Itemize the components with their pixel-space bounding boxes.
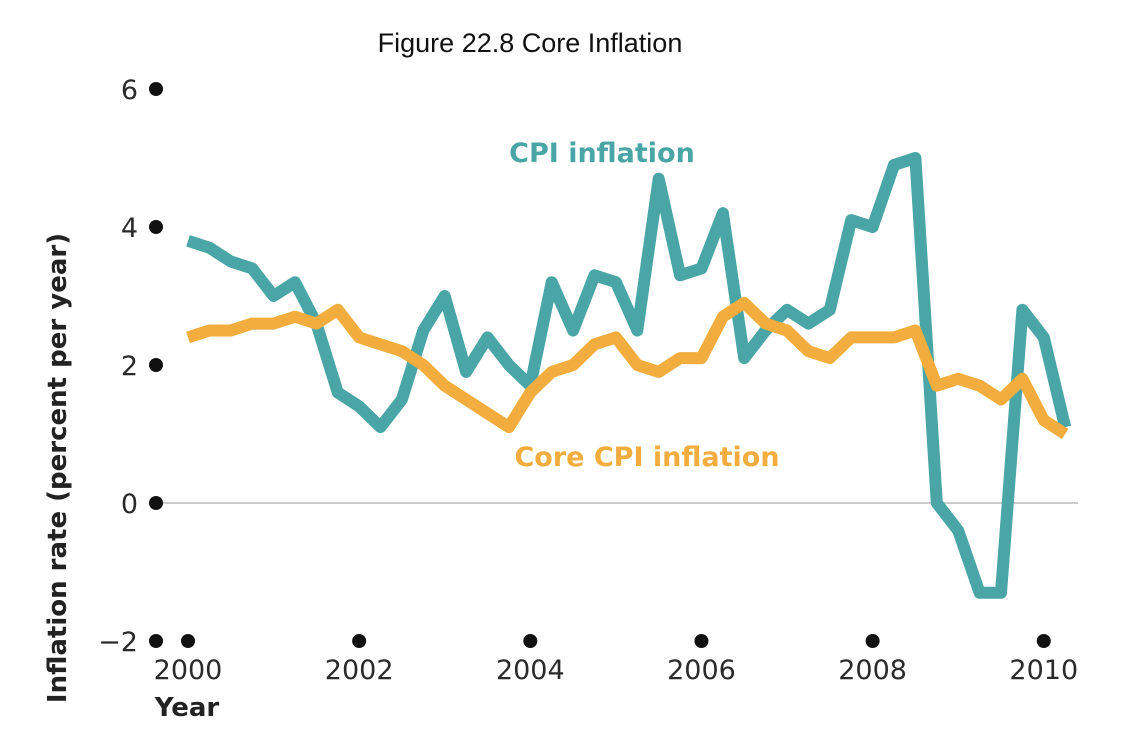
axis-ticks: −2 0 2 4 6 2000 2002 2004 2006 2008 2010: [98, 75, 1078, 686]
series-label-core: Core CPI inflation: [514, 442, 779, 473]
x-tick-label: 2004: [496, 655, 565, 686]
x-tick-dot: [865, 634, 880, 648]
x-tick-dot: [523, 634, 538, 648]
y-tick-label: 0: [121, 489, 138, 520]
y-tick-dot: [149, 634, 163, 648]
x-tick-label: 2008: [838, 655, 907, 686]
x-axis-label: Year: [154, 693, 220, 723]
y-tick-label: 4: [121, 213, 138, 244]
series-line-cpi: [186, 152, 1072, 599]
x-tick-dot: [694, 634, 709, 648]
x-tick-label: 2010: [1009, 655, 1078, 686]
y-tick-dot: [149, 82, 163, 96]
series-lines: [186, 152, 1072, 599]
y-tick-label: 2: [121, 351, 138, 382]
y-tick-label: −2: [98, 627, 138, 658]
y-tick-dot: [149, 496, 163, 510]
x-tick-label: 2002: [325, 655, 394, 686]
y-tick-dot: [149, 358, 163, 372]
x-tick-dot: [1036, 634, 1051, 648]
y-tick-label: 6: [121, 75, 138, 106]
x-tick-label: 2000: [154, 655, 223, 686]
chart-title: Figure 22.8 Core Inflation: [378, 28, 683, 58]
x-tick-dot: [181, 634, 195, 648]
x-tick-label: 2006: [667, 655, 736, 686]
x-tick-dot: [352, 634, 367, 648]
series-label-cpi: CPI inflation: [509, 138, 695, 169]
y-axis-label: Inflation rate (percent per year): [43, 233, 73, 703]
y-tick-dot: [149, 220, 163, 234]
series-line-core: [186, 296, 1069, 440]
